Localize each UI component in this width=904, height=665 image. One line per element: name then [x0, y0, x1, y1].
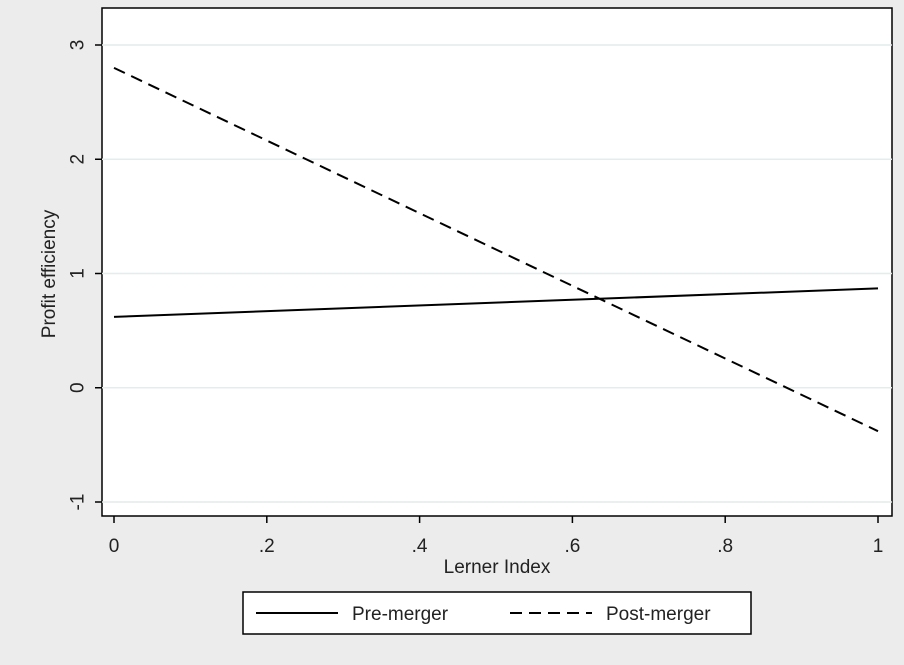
legend-label: Pre-merger — [352, 604, 449, 625]
y-tick-label: 3 — [68, 40, 89, 51]
axes: -1 0 1 2 3 0 .2 .4 .6 .8 1 — [68, 40, 884, 557]
x-tick-label: .6 — [564, 536, 580, 557]
x-tick-label: .8 — [717, 536, 733, 557]
x-tick-label: 0 — [109, 536, 120, 557]
series-line-post-merger — [113, 66, 879, 433]
y-tick-label: 1 — [68, 268, 89, 279]
x-axis-label: Lerner Index — [444, 557, 551, 578]
legend-label: Post-merger — [606, 604, 711, 625]
y-tick-label: -1 — [68, 494, 89, 511]
legend: Pre-merger Post-merger — [242, 591, 752, 635]
plot-area — [101, 7, 893, 517]
series-lines — [113, 66, 879, 433]
gridlines — [102, 44, 892, 503]
x-tick-label: .4 — [412, 536, 428, 557]
y-tick-label: 0 — [68, 382, 89, 393]
y-tick-label: 2 — [68, 154, 89, 165]
series-line-pre-merger — [113, 287, 879, 318]
y-axis-label: Profit efficiency — [39, 209, 60, 338]
x-tick-label: .2 — [259, 536, 275, 557]
x-tick-label: 1 — [873, 536, 884, 557]
